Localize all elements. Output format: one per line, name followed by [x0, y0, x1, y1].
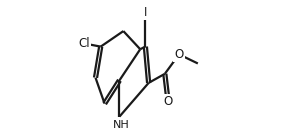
Text: NH: NH [113, 120, 130, 130]
Text: Cl: Cl [78, 37, 90, 50]
Text: O: O [174, 48, 184, 61]
Text: I: I [144, 6, 147, 19]
Text: O: O [163, 95, 173, 108]
